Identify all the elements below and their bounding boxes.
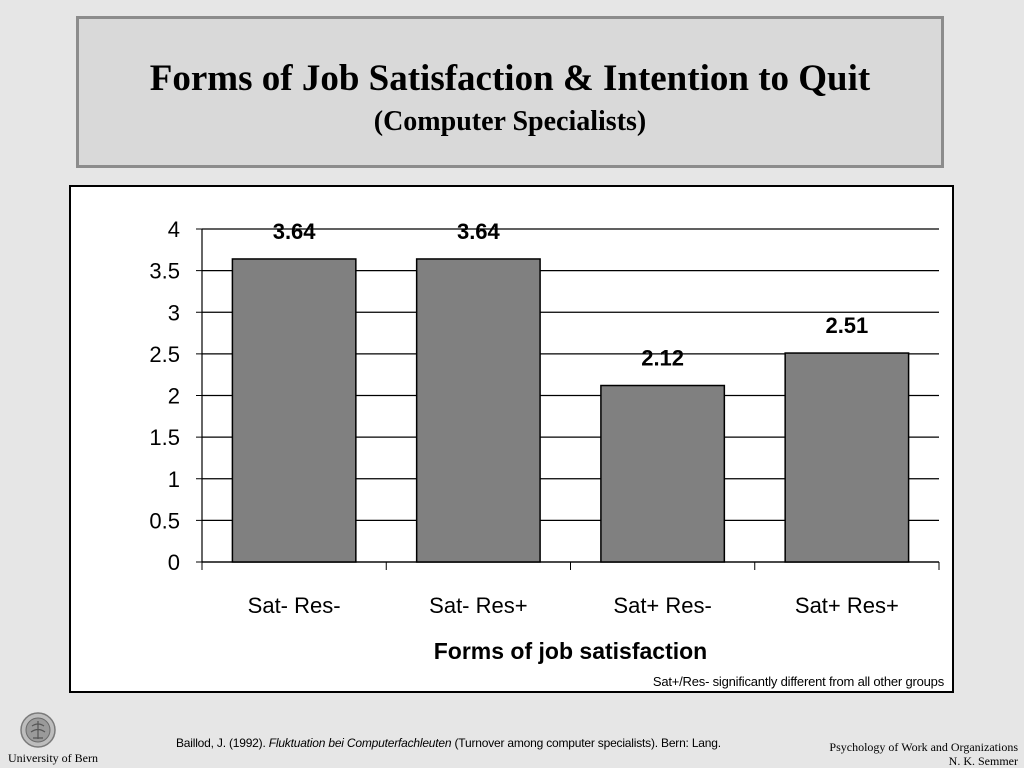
title-box: Forms of Job Satisfaction & Intention to… (76, 16, 944, 168)
university-name: University of Bern (8, 751, 98, 765)
bar-chart: 0 0.5 1 1.5 2 2.5 3 3.5 4 3.64 Sat- Res- 3.64 Sat- R… (149, 217, 940, 664)
y-tick-label: 2.5 (149, 342, 180, 367)
y-tick-label: 2 (168, 384, 180, 409)
chart-box: 0 0.5 1 1.5 2 2.5 3 3.5 4 3.64 Sat- Res- 3.64 Sat- R… (69, 185, 954, 693)
x-tick-label: Sat+ Res+ (795, 593, 899, 618)
bar (231, 258, 357, 563)
citation-title: Fluktuation bei Computerfachleuten (268, 736, 452, 750)
x-tick-label: Sat- Res+ (429, 593, 527, 618)
bar-value-label: 2.51 (825, 313, 868, 338)
y-tick-label: 1.5 (149, 425, 180, 450)
y-tick-label: 3.5 (149, 259, 180, 284)
department-name: Psychology of Work and Organizations (829, 740, 1018, 754)
x-tick-label: Sat+ Res- (613, 593, 711, 618)
bar-value-label: 3.64 (457, 219, 501, 244)
slide-title: Forms of Job Satisfaction & Intention to… (149, 58, 871, 99)
x-tick-label: Sat- Res- (248, 593, 341, 618)
bar-value-label: 2.12 (641, 346, 684, 371)
slide-subtitle: (Computer Specialists) (373, 106, 647, 137)
bar-value-label: 3.64 (273, 219, 317, 244)
y-tick-label: 3 (168, 300, 180, 325)
y-tick-label: 0 (168, 550, 180, 575)
citation-prefix: Baillod, J. (1992). (176, 736, 269, 750)
university-seal-icon (20, 712, 56, 748)
citation-suffix: (Turnover among computer specialists). B… (451, 736, 722, 750)
chart-footnote: Sat+/Res- significantly different from a… (652, 674, 944, 689)
bar (600, 384, 726, 563)
y-tick-label: 0.5 (149, 508, 180, 533)
citation: Baillod, J. (1992). Fluktuation bei Comp… (176, 736, 721, 750)
bar (784, 352, 910, 563)
footer-credits: Psychology of Work and Organizations N. … (829, 740, 1018, 768)
bar (415, 258, 541, 563)
y-tick-label: 1 (168, 467, 180, 492)
y-tick-label: 4 (168, 217, 180, 242)
author-name: N. K. Semmer (948, 754, 1018, 768)
x-axis-title: Forms of job satisfaction (434, 638, 707, 664)
